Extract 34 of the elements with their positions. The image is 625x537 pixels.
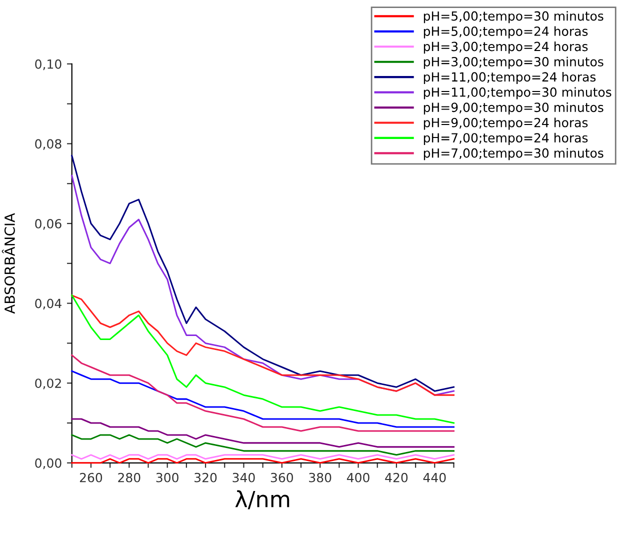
- y-tick-label: 0,02: [35, 378, 61, 390]
- line-series: [71, 434, 455, 456]
- legend-label: pH=9,00;tempo=24 horas: [424, 118, 588, 130]
- x-tick-label: 280: [118, 472, 140, 482]
- legend-label: pH=5,00;tempo=24 horas: [424, 26, 588, 38]
- legend-label: pH=3,00;tempo=30 minutos: [424, 56, 604, 69]
- legend-label: pH=7,00;tempo=24 horas: [424, 132, 588, 145]
- x-tick-label: 380: [309, 472, 332, 482]
- y-axis-title: ABSORBÂNCIA: [2, 213, 15, 314]
- x-tick-label: 420: [385, 472, 408, 482]
- line-series: [71, 294, 455, 424]
- line-series: [71, 370, 455, 428]
- legend-label: pH=7,00;tempo=30 minutos: [424, 148, 604, 160]
- x-tick-label: 440: [423, 472, 446, 482]
- line-series: [71, 294, 455, 396]
- legend-label: pH=5,00;tempo=30 minutos: [424, 11, 604, 24]
- y-tick-label: 0,10: [35, 59, 62, 70]
- x-tick-label: 320: [194, 472, 217, 482]
- x-tick-label: 300: [156, 472, 178, 482]
- y-tick-label: 0,00: [35, 458, 62, 470]
- legend-label: pH=11,00;tempo=24 horas: [424, 72, 596, 84]
- x-tick-label: 260: [80, 472, 102, 482]
- y-tick-label: 0,04: [35, 298, 62, 310]
- legend-label: pH=9,00;tempo=30 minutos: [424, 102, 604, 115]
- legend-label: pH=3,00;tempo=24 horas: [424, 42, 588, 54]
- line-series: [71, 354, 455, 432]
- line-series: [71, 418, 455, 448]
- x-axis-title: λ/nm: [235, 490, 290, 510]
- y-tick-label: 0,06: [35, 218, 62, 230]
- x-tick-label: 360: [270, 472, 294, 482]
- y-tick-label: 0,08: [35, 139, 62, 150]
- x-tick-label: 340: [232, 472, 255, 482]
- x-tick-label: 400: [346, 472, 370, 482]
- legend-label: pH=11,00;tempo=30 minutos: [424, 87, 612, 100]
